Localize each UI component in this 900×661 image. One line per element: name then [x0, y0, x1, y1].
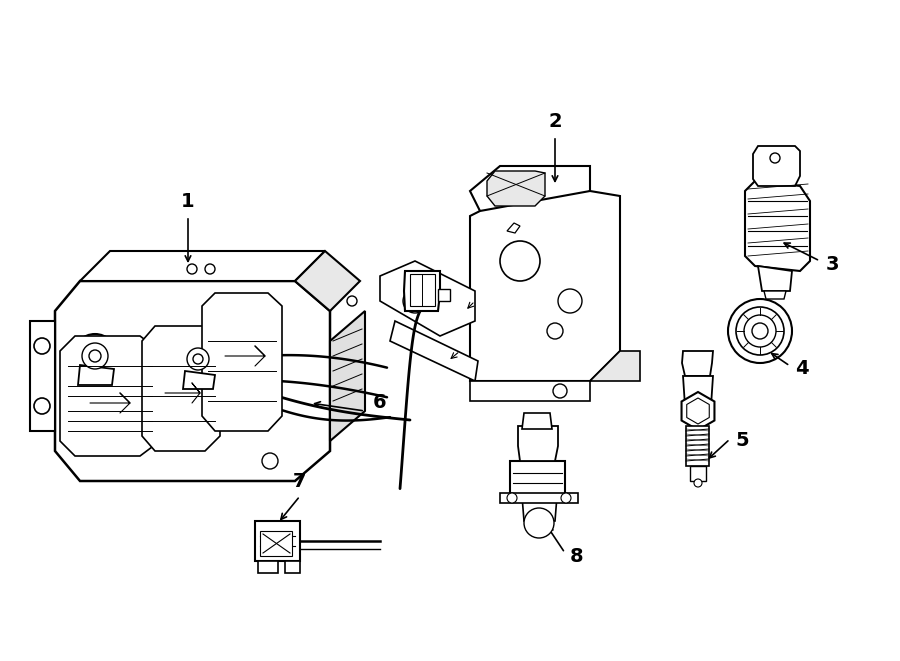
- Circle shape: [73, 334, 117, 378]
- Text: 6: 6: [374, 393, 387, 412]
- Circle shape: [553, 384, 567, 398]
- Polygon shape: [404, 271, 440, 311]
- Circle shape: [89, 350, 101, 362]
- Polygon shape: [690, 466, 706, 481]
- Circle shape: [736, 307, 784, 355]
- Polygon shape: [681, 392, 715, 430]
- Polygon shape: [78, 365, 114, 385]
- Polygon shape: [487, 171, 545, 206]
- Text: 3: 3: [826, 254, 840, 274]
- Polygon shape: [522, 496, 557, 521]
- Polygon shape: [55, 281, 330, 481]
- Polygon shape: [410, 274, 435, 306]
- Circle shape: [547, 323, 563, 339]
- Polygon shape: [30, 321, 55, 431]
- Polygon shape: [183, 371, 215, 389]
- Circle shape: [179, 340, 217, 378]
- Polygon shape: [80, 251, 325, 281]
- Polygon shape: [687, 398, 709, 424]
- Circle shape: [262, 453, 278, 469]
- Polygon shape: [470, 166, 590, 211]
- Circle shape: [403, 289, 427, 313]
- Polygon shape: [764, 291, 786, 299]
- Polygon shape: [258, 561, 278, 573]
- Text: 1: 1: [181, 192, 194, 211]
- Circle shape: [728, 299, 792, 363]
- Circle shape: [561, 493, 571, 503]
- Polygon shape: [500, 493, 578, 503]
- Polygon shape: [686, 426, 709, 466]
- Polygon shape: [390, 321, 478, 381]
- Polygon shape: [510, 461, 565, 496]
- Polygon shape: [470, 381, 590, 401]
- Polygon shape: [518, 426, 558, 461]
- Circle shape: [82, 343, 108, 369]
- Circle shape: [347, 296, 357, 306]
- Circle shape: [744, 315, 776, 347]
- Circle shape: [187, 264, 197, 274]
- Polygon shape: [142, 326, 220, 451]
- Text: 8: 8: [570, 547, 583, 566]
- Text: 4: 4: [795, 358, 808, 377]
- Circle shape: [187, 348, 209, 370]
- Polygon shape: [682, 351, 713, 376]
- Circle shape: [205, 264, 215, 274]
- Polygon shape: [295, 251, 360, 311]
- Polygon shape: [202, 293, 282, 431]
- Circle shape: [694, 479, 702, 487]
- Circle shape: [524, 508, 554, 538]
- Polygon shape: [522, 413, 552, 429]
- Circle shape: [507, 493, 517, 503]
- Circle shape: [770, 153, 780, 163]
- Polygon shape: [507, 223, 520, 233]
- Circle shape: [193, 354, 203, 364]
- Polygon shape: [285, 561, 300, 573]
- Polygon shape: [330, 311, 365, 441]
- Polygon shape: [683, 376, 713, 421]
- Circle shape: [34, 398, 50, 414]
- Polygon shape: [438, 289, 450, 301]
- Polygon shape: [260, 531, 292, 556]
- Polygon shape: [470, 191, 620, 381]
- Circle shape: [34, 338, 50, 354]
- Circle shape: [500, 241, 540, 281]
- Polygon shape: [758, 266, 792, 291]
- Circle shape: [752, 323, 768, 339]
- Polygon shape: [590, 351, 640, 381]
- Polygon shape: [753, 146, 800, 186]
- Circle shape: [558, 289, 582, 313]
- Polygon shape: [255, 521, 300, 561]
- Polygon shape: [380, 261, 475, 336]
- Text: 2: 2: [548, 112, 562, 131]
- Text: 5: 5: [735, 432, 749, 451]
- Polygon shape: [60, 336, 160, 456]
- Polygon shape: [745, 181, 810, 271]
- Text: 7: 7: [293, 472, 307, 491]
